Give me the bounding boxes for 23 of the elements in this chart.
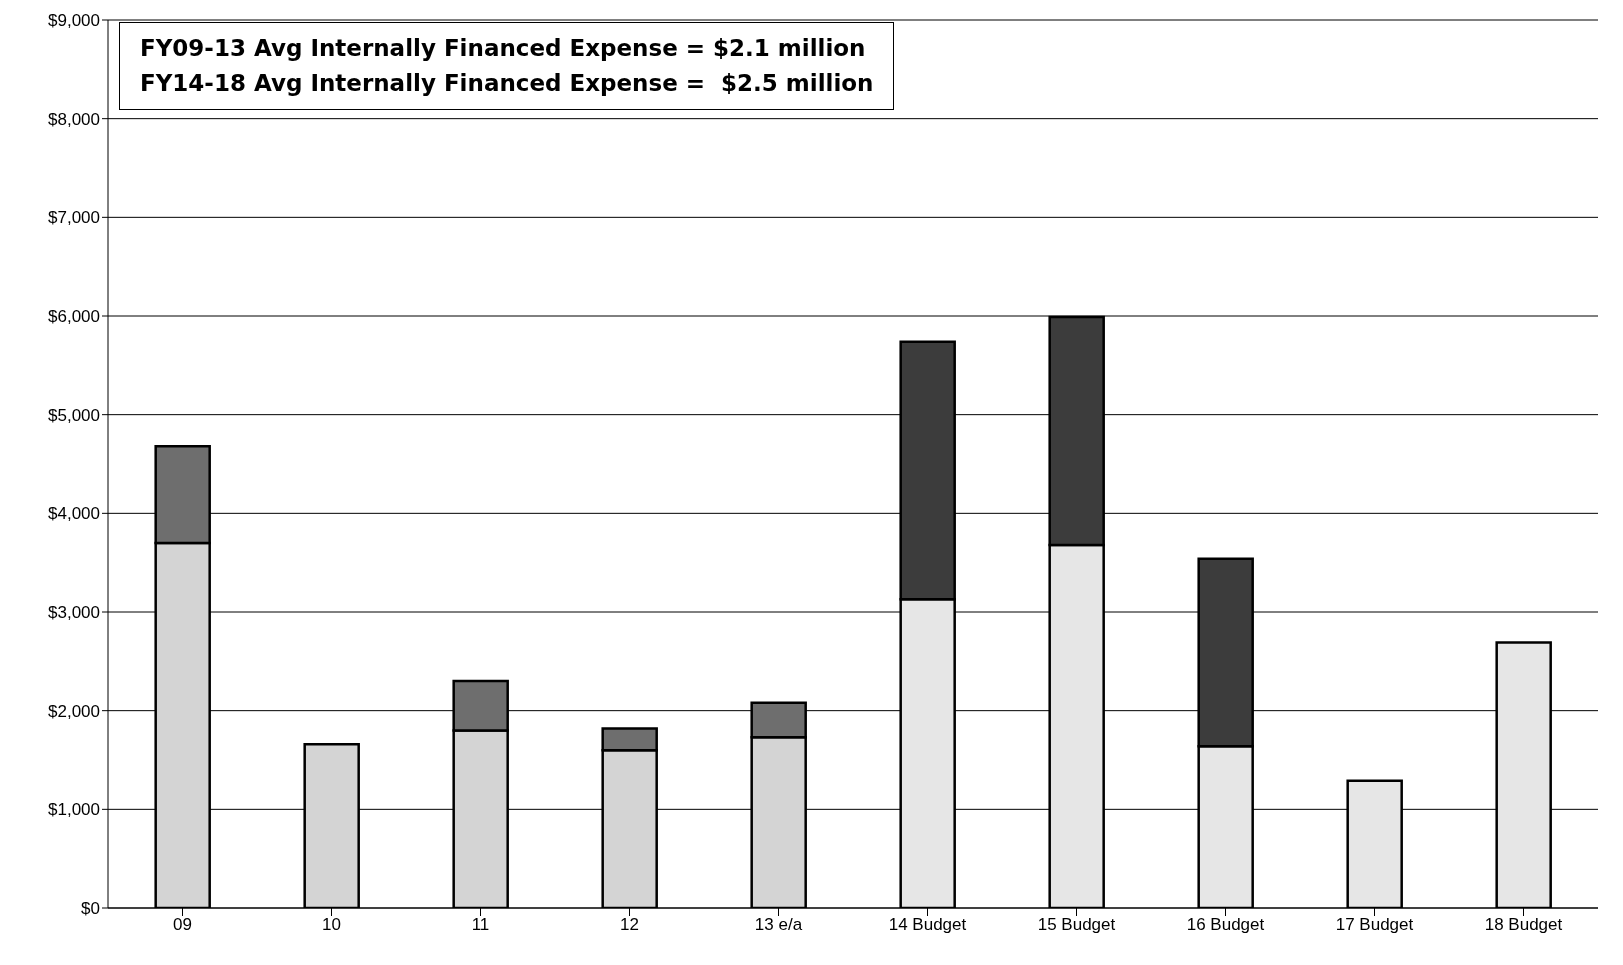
x-tick-label: 17 Budget [1335, 915, 1414, 935]
y-tick-label: $7,000 [48, 208, 100, 228]
y-tick-label: $0 [81, 899, 100, 919]
y-tick-label: $1,000 [48, 800, 100, 820]
y-tick-label: $9,000 [48, 11, 100, 31]
y-tick-label: $8,000 [48, 109, 100, 129]
y-tick-label: $5,000 [48, 405, 100, 425]
x-tick-label: 10 [322, 915, 341, 935]
x-tick-label: 11 [471, 915, 490, 935]
y-tick-label: $6,000 [48, 307, 100, 327]
x-tick-label: 12 [620, 915, 639, 935]
x-tick-label: 14 Budget [888, 915, 967, 935]
x-tick-label: 15 Budget [1037, 915, 1116, 935]
annotation: FY09-13 Avg Internally Financed Expense = $2.1 million [140, 34, 867, 63]
note-box: FY09-13 Avg Internally Financed Expense = $2.1 million FY14-18 Avg Internally Financed Expense = $2.5 million [119, 22, 895, 110]
x-tick-label: 18 Budget [1484, 915, 1563, 935]
x-tick-label: 09 [173, 915, 192, 935]
annotation: FY14-18 Avg Internally Financed Expense = $2.5 million [140, 69, 874, 98]
x-tick-label: 13 e/a [754, 915, 803, 935]
y-tick-label: $2,000 [48, 701, 100, 721]
x-tick-label: 16 Budget [1186, 915, 1265, 935]
y-tick-label: $3,000 [48, 603, 100, 623]
y-tick-label: $4,000 [48, 504, 100, 524]
